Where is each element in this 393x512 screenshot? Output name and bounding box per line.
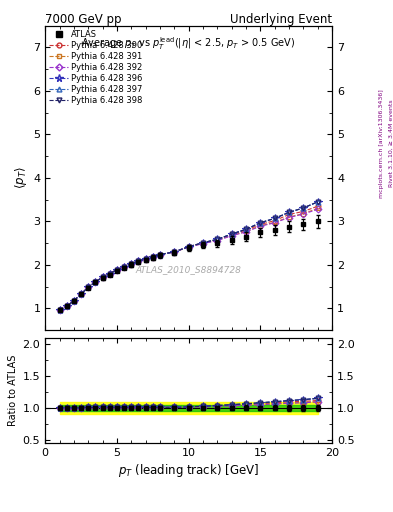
X-axis label: $p_T$ (leading track) [GeV]: $p_T$ (leading track) [GeV]: [118, 462, 259, 479]
Text: Underlying Event: Underlying Event: [230, 13, 332, 26]
Y-axis label: Ratio to ATLAS: Ratio to ATLAS: [8, 355, 18, 426]
Legend: ATLAS, Pythia 6.428 390, Pythia 6.428 391, Pythia 6.428 392, Pythia 6.428 396, P: ATLAS, Pythia 6.428 390, Pythia 6.428 39…: [48, 28, 144, 107]
Text: ATLAS_2010_S8894728: ATLAS_2010_S8894728: [136, 265, 242, 274]
Text: mcplots.cern.ch [arXiv:1306.3436]: mcplots.cern.ch [arXiv:1306.3436]: [379, 89, 384, 198]
Text: Average $p_T$ vs $p_T^{\mathrm{lead}}$(|$\eta$| < 2.5, $p_T$ > 0.5 GeV): Average $p_T$ vs $p_T^{\mathrm{lead}}$(|…: [81, 35, 296, 52]
Text: Rivet 3.1.10, ≥ 3.4M events: Rivet 3.1.10, ≥ 3.4M events: [389, 99, 393, 187]
Text: 7000 GeV pp: 7000 GeV pp: [45, 13, 122, 26]
Y-axis label: $\langle p_T \rangle$: $\langle p_T \rangle$: [13, 166, 29, 189]
